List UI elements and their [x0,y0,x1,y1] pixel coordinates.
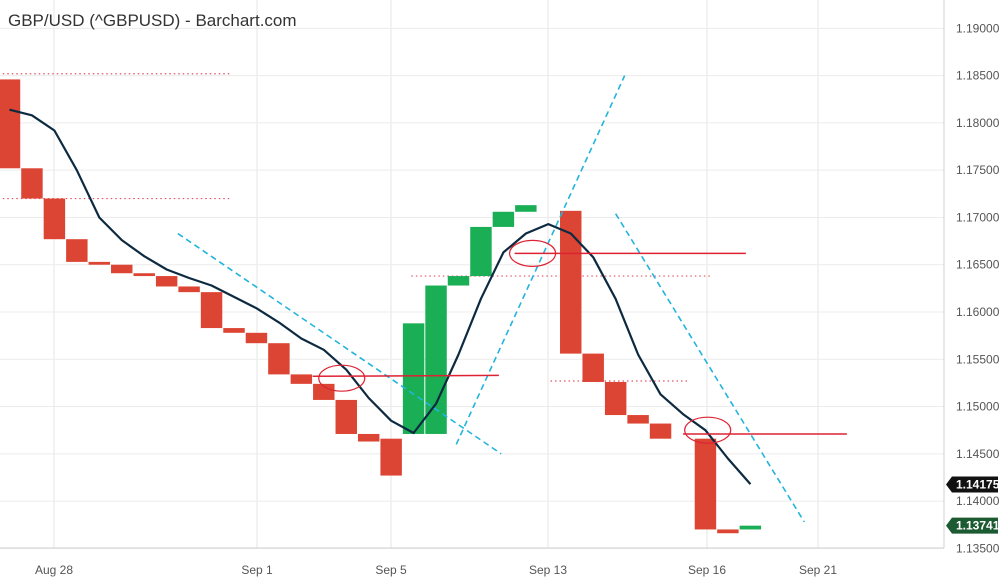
y-tick-label: 1.15500 [956,352,1000,366]
last-price-badge: 1.13741 [946,517,1000,534]
brick-up [515,205,537,212]
brick-down [0,79,21,169]
y-tick-label: 1.18000 [956,116,1000,130]
brick-down [43,198,66,240]
trendline [455,75,626,445]
x-tick-label: Aug 28 [35,563,73,577]
brick-down [335,399,357,434]
brick-down [200,292,223,329]
dotted-levels [0,73,713,382]
y-tick-label: 1.17500 [956,163,1000,177]
y-tick-label: 1.16500 [956,258,1000,272]
trendline [177,232,502,455]
brick-down [133,273,155,277]
x-tick-label: Sep 1 [241,563,273,577]
brick-down [694,438,717,530]
x-tick-label: Sep 21 [799,563,837,577]
brick-down [245,332,268,344]
y-tick-label: 1.18500 [956,69,1000,83]
brick-up [447,276,470,286]
brick-down [717,529,739,534]
y-tick-label: 1.17000 [956,210,1000,224]
y-tick-label: 1.13500 [956,541,1000,555]
brick-down [627,415,649,424]
y-tick-label: 1.14500 [956,447,1000,461]
brick-down [66,239,88,262]
bricks [0,79,762,534]
x-tick-label: Sep 5 [375,563,407,577]
x-tick-label: Sep 16 [688,563,726,577]
chart-title: GBP/USD (^GBPUSD) - Barchart.com [8,11,297,30]
brick-down [155,276,178,287]
moving-average [9,108,752,485]
brick-down [268,343,290,375]
last-price-badge: 1.14175 [946,476,1000,493]
brick-down [223,328,245,333]
trendline [614,213,805,523]
y-tick-label: 1.15000 [956,400,1000,414]
brick-down [21,168,43,199]
brick-up [470,226,492,277]
y-tick-label: 1.19000 [956,21,1000,35]
level-marker [684,416,732,444]
level-lines [312,239,847,444]
brick-down [604,381,627,416]
brick-down [560,210,582,354]
brick-up [425,285,447,434]
brick-up [739,525,762,530]
brick-down [380,438,402,476]
brick-down [290,374,313,384]
moving-average-line [9,108,752,485]
brick-up [402,323,425,434]
last-price-box [946,476,998,493]
brick-down [649,423,672,439]
level-marker [508,239,557,267]
y-tick-label: 1.16000 [956,305,1000,319]
level-marker [318,364,366,392]
brick-down [357,433,380,442]
last-price-label: 1.13741 [956,519,1000,533]
level-line [312,374,499,378]
brick-down [111,264,133,274]
brick-down [582,353,604,382]
brick-down [88,261,111,265]
brick-up [492,211,515,227]
brick-down [178,286,200,293]
last-price-label: 1.14175 [956,478,1000,492]
last-price-box [946,517,998,534]
trendlines [177,75,805,523]
x-tick-label: Sep 13 [529,563,567,577]
brick-down [313,383,335,400]
y-tick-label: 1.14000 [956,494,1000,508]
